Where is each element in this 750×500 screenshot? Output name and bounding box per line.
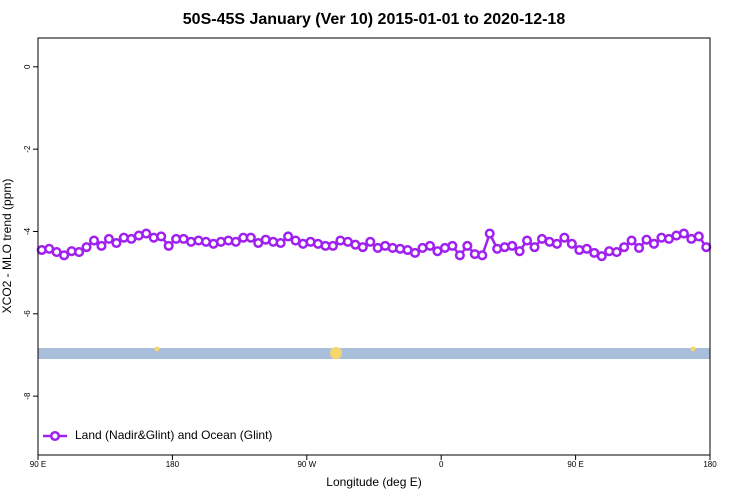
y-tick-label: -2 [23,145,32,153]
y-axis-label: XCO2 - MLO trend (ppm) [0,179,14,314]
y-tick-label: -4 [23,227,32,235]
x-tick-label: 180 [703,460,717,469]
point [596,251,607,262]
x-tick-label: 90 W [297,460,316,469]
point [245,232,256,243]
x-axis-label: Longitude (deg E) [326,475,421,489]
point [111,237,122,249]
point [454,250,465,261]
spot [330,347,342,359]
point [619,242,630,253]
point [275,237,286,249]
point [230,236,241,247]
plot-frame [37,37,711,456]
point [559,232,570,243]
legend-marker [49,430,61,442]
point [626,235,637,246]
point [365,236,376,247]
y-tick-label: -8 [23,392,32,400]
x-tick-label: 90 E [30,460,46,469]
x-tick-label: 0 [439,460,444,469]
point [693,231,704,242]
point [566,238,577,249]
point [462,240,473,251]
point [283,231,294,242]
point [410,247,421,258]
point [581,243,592,254]
y-tick-label: -6 [23,310,32,318]
x-tick-label: 90 E [567,460,583,469]
spot [690,346,696,352]
point [611,247,622,258]
point [447,240,458,251]
point [648,238,660,249]
point [551,238,562,249]
point [514,246,525,257]
point [484,228,495,239]
point [678,228,689,239]
point [641,234,652,245]
coverage-band [38,348,710,359]
point [522,235,533,246]
point [103,233,114,244]
spot [154,346,160,352]
point [424,240,436,251]
point [88,235,100,246]
point [477,250,488,261]
point [357,242,368,253]
chart-title: 50S-45S January (Ver 10) 2015-01-01 to 2… [183,11,566,28]
point [327,240,338,251]
x-tick-label: 180 [166,460,180,469]
point [634,242,645,253]
point [81,242,92,253]
plot-area [36,228,712,262]
point [74,247,85,258]
point [163,240,174,251]
point [156,231,167,242]
y-tick-label: 0 [23,64,32,69]
point [141,228,152,239]
point [701,242,712,253]
legend-label: Land (Nadir&Glint) and Ocean (Glint) [75,428,272,442]
point [59,250,70,261]
point [507,240,518,251]
point [529,242,540,253]
point [96,240,107,251]
